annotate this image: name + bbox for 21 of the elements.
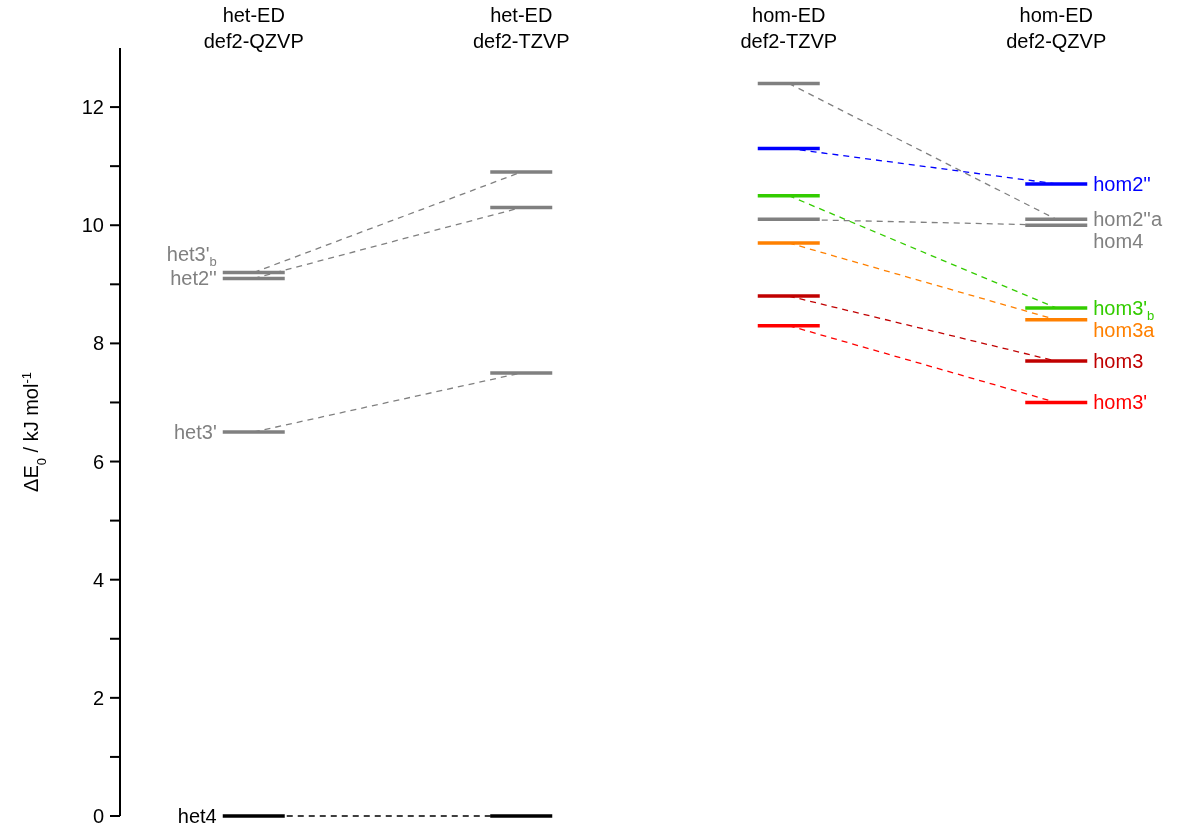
- x-tick-label: het-ED def2-TZVP: [472, 4, 570, 52]
- y-tick-label: 8: [92, 332, 104, 355]
- series-label: hom2'': [1093, 172, 1151, 195]
- series-label: het4: [177, 805, 217, 827]
- series-label: hom3': [1093, 391, 1148, 414]
- x-tick-label: hom-ED def2-QZVP: [1006, 4, 1107, 52]
- y-tick-label: 12: [81, 96, 104, 119]
- series-label: hom3: [1093, 350, 1144, 373]
- y-tick-label: 10: [81, 214, 104, 237]
- y-tick-label: 4: [92, 568, 104, 591]
- series-label: het2'': [170, 267, 217, 290]
- series-label: hom3'$_{b}$: [1093, 296, 1155, 323]
- y-tick-label: 2: [92, 686, 104, 709]
- y-tick-label: 6: [92, 450, 104, 473]
- series-label: het3': [174, 421, 217, 443]
- x-tick-label: hom-ED def2-TZVP: [740, 4, 838, 52]
- x-tick-label: het-ED def2-QZVP: [203, 4, 304, 52]
- series-label: het3'$_{b}$: [166, 243, 217, 270]
- series-label: hom4: [1093, 230, 1144, 253]
- series-label: hom2''a: [1093, 208, 1163, 231]
- y-tick-label: 0: [92, 805, 104, 827]
